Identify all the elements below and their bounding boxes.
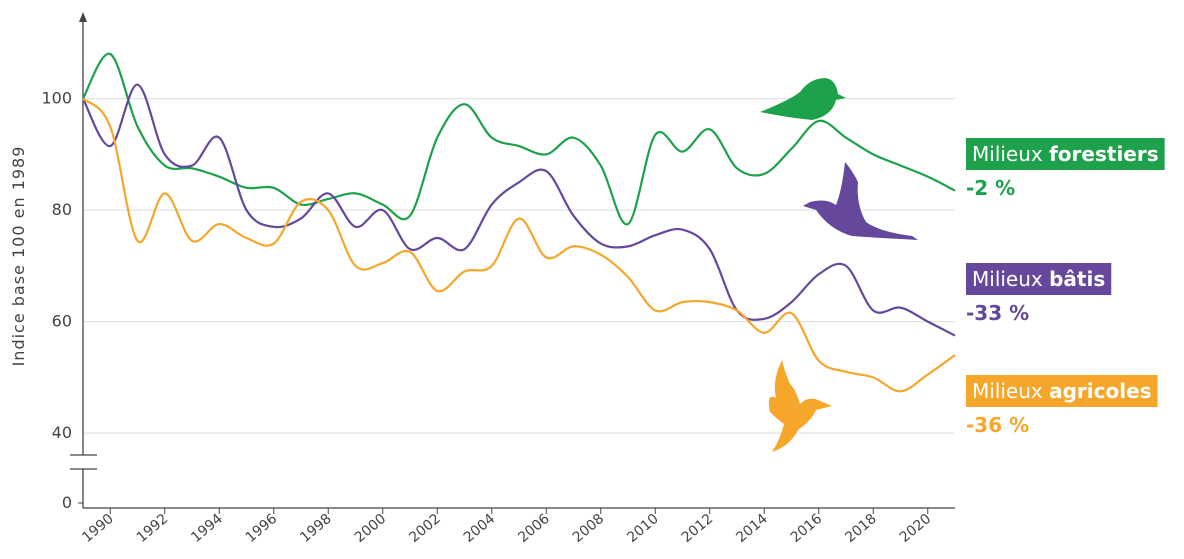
x-tick-label: 2002 — [406, 511, 444, 546]
chart: Indice base 100 en 1989 0 40 60 80 100 1990 19… — [0, 0, 1184, 555]
legend-entry: Milieux agricoles — [972, 379, 1152, 403]
x-tick-label: 2010 — [624, 511, 662, 546]
x-tick-label: 1990 — [79, 511, 117, 546]
x-tick-label: 2004 — [461, 511, 499, 546]
y-axis-arrow — [79, 12, 87, 22]
bird — [803, 162, 918, 240]
page: Indice base 100 en 1989 0 40 60 80 100 1990 19… — [0, 0, 1184, 559]
x-tick-label: 1992 — [134, 511, 172, 546]
x-tick-label: 1994 — [188, 511, 226, 546]
bird-agri — [769, 360, 832, 452]
series-label: Milieux forestiers -2 % — [966, 138, 1165, 200]
bird-built — [803, 162, 918, 240]
x-tick-label: 2018 — [842, 511, 880, 546]
y-tick-label: 80 — [52, 200, 72, 219]
x-tick-label: 2016 — [788, 511, 826, 546]
axis-break — [70, 455, 97, 469]
x-tick-label: 2006 — [515, 511, 553, 546]
bird — [769, 360, 832, 452]
y-tick-label: 100 — [41, 89, 72, 108]
x-tick-label: 2000 — [352, 511, 390, 546]
x-tick-label: 2012 — [679, 511, 717, 546]
series-line — [83, 99, 955, 392]
y-tick-label: 60 — [52, 312, 72, 331]
y-tick-label: 40 — [52, 423, 72, 442]
x-tick-label: 2020 — [897, 511, 935, 546]
x-tick-label: 2014 — [733, 511, 771, 546]
series-label: Milieux bâtis -33 % — [966, 263, 1111, 325]
x-tick-label: 1998 — [297, 511, 335, 546]
x-tick-label: 2008 — [570, 511, 608, 546]
series-label: Milieux agricoles -36 % — [966, 375, 1158, 437]
change-label: -36 % — [966, 413, 1029, 437]
change-label: -33 % — [966, 301, 1029, 325]
legend-entry: Milieux forestiers — [972, 142, 1159, 166]
break-gap — [70, 455, 96, 469]
y-tick-label: 0 — [62, 493, 72, 512]
change-label: -2 % — [966, 176, 1015, 200]
legend-entry: Milieux bâtis — [972, 267, 1105, 291]
y-axis-label: Indice base 100 en 1989 — [9, 146, 28, 367]
x-tick-label: 1996 — [243, 511, 281, 546]
